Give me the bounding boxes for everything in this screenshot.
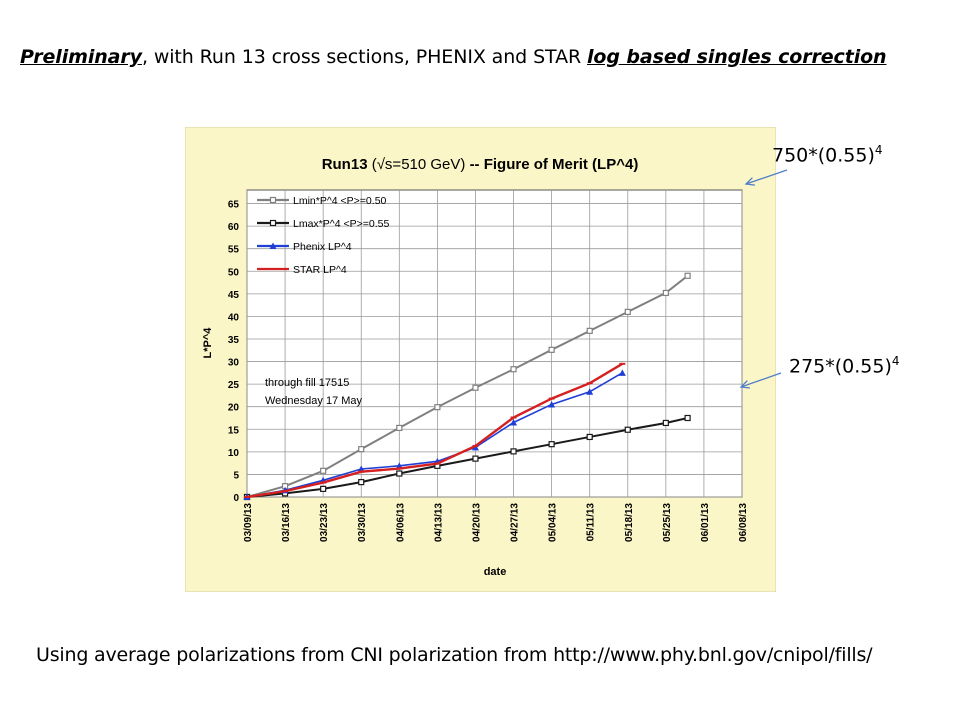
data-point — [662, 289, 669, 297]
y-tick-label: 20 — [228, 403, 240, 414]
x-tick-label: 04/20/13 — [471, 503, 482, 542]
y-tick-label: 15 — [228, 425, 240, 436]
heading-correction: log based singles correction — [587, 46, 887, 68]
chart-title-fom: -- Figure of Merit (LP^4) — [470, 156, 639, 173]
data-point — [472, 384, 479, 391]
x-tick-label: 03/30/13 — [357, 503, 368, 542]
x-tick-label: 04/27/13 — [510, 503, 521, 542]
legend: Lmin*P^4 <P>=0.50 Lmax*P^4 <P>=0.55 Phenix… — [257, 195, 389, 276]
y-tick-label: 30 — [228, 358, 240, 369]
lower-annotation-exponent: 4 — [891, 354, 900, 368]
data-point — [548, 346, 555, 353]
slide-heading: Preliminary, with Run 13 cross sections,… — [20, 46, 940, 68]
y-tick-label: 25 — [228, 380, 240, 391]
data-point — [662, 419, 669, 427]
data-point — [320, 467, 327, 474]
x-tick-label: 04/06/13 — [395, 503, 406, 542]
lower-annotation: 275*(0.55)4 — [789, 354, 900, 377]
chart-title-run: Run13 — [322, 156, 372, 173]
data-point — [586, 327, 593, 334]
y-tick-label: 60 — [228, 222, 240, 233]
x-tick-label: 03/23/13 — [319, 503, 330, 542]
y-tick-label: 40 — [228, 312, 240, 323]
x-tick-label: 05/11/13 — [586, 503, 597, 542]
legend-label: Phenix LP^4 — [293, 241, 352, 253]
data-point — [624, 426, 631, 433]
data-point — [269, 196, 277, 204]
series-2 — [243, 414, 691, 501]
y-tick-label: 0 — [233, 493, 239, 504]
upper-annotation-exponent: 4 — [874, 143, 883, 157]
data-point — [269, 242, 277, 249]
data-point — [586, 433, 593, 441]
data-point — [548, 441, 555, 448]
data-point — [396, 470, 403, 477]
chart-title: Run13 (√s=510 GeV) -- Figure of Merit (L… — [322, 156, 639, 173]
data-point — [684, 414, 691, 422]
x-axis-label: date — [484, 566, 507, 578]
data-point — [510, 366, 517, 373]
x-tick-label: 03/09/13 — [243, 503, 254, 542]
data-point — [396, 424, 403, 432]
x-tick-label: 05/04/13 — [548, 503, 559, 542]
heading-preliminary: Preliminary — [20, 46, 142, 68]
legend-label: STAR LP^4 — [293, 264, 347, 276]
data-point — [358, 446, 365, 453]
x-tick-label: 04/13/13 — [433, 503, 444, 542]
upper-annotation-base: 750*(0.55) — [772, 144, 875, 167]
footer-note: Using average polarizations from CNI pol… — [36, 644, 873, 666]
data-point — [510, 419, 518, 426]
y-tick-label: 65 — [228, 200, 240, 211]
data-point — [472, 455, 479, 462]
upper-annotation: 750*(0.55)4 — [772, 143, 883, 166]
y-tick-label: 50 — [228, 267, 240, 278]
chart-note-date: Wednesday 17 May — [265, 395, 363, 407]
data-point — [548, 400, 556, 408]
x-tick-label: 03/16/13 — [281, 503, 292, 542]
lower-annotation-base: 275*(0.55) — [789, 355, 892, 378]
y-tick-label: 10 — [228, 448, 240, 459]
x-tick-label: 06/08/13 — [738, 503, 749, 542]
y-tick-label: 5 — [233, 470, 239, 481]
chart-title-energy: (√s=510 GeV) — [372, 156, 470, 173]
y-tick-label: 55 — [228, 245, 240, 256]
data-point — [586, 388, 594, 395]
series-1 — [243, 272, 691, 501]
heading-middle: , with Run 13 cross sections, PHENIX and… — [141, 46, 588, 68]
y-tick-label: 35 — [228, 335, 240, 346]
x-tick-label: 05/18/13 — [624, 503, 635, 542]
y-tick-label: 45 — [228, 290, 240, 301]
x-tick-label: 05/25/13 — [662, 503, 673, 542]
data-point — [684, 272, 691, 279]
plot-area — [246, 189, 743, 498]
data-point — [320, 485, 327, 492]
data-point — [618, 369, 626, 376]
data-point — [510, 448, 517, 455]
data-point — [624, 308, 631, 315]
x-tick-label: 06/01/13 — [700, 503, 711, 542]
chart-note-fill: through fill 17515 — [265, 377, 349, 389]
legend-label: Lmax*P^4 <P>=0.55 — [293, 218, 389, 230]
legend-label: Lmin*P^4 <P>=0.50 — [293, 195, 387, 207]
y-axis-label: L*P^4 — [202, 327, 214, 359]
chart-panel: Run13 (√s=510 GeV) -- Figure of Merit (L… — [185, 127, 776, 592]
data-point — [434, 404, 441, 411]
series-4 — [244, 362, 626, 499]
data-point — [358, 479, 365, 486]
data-point — [269, 219, 277, 227]
